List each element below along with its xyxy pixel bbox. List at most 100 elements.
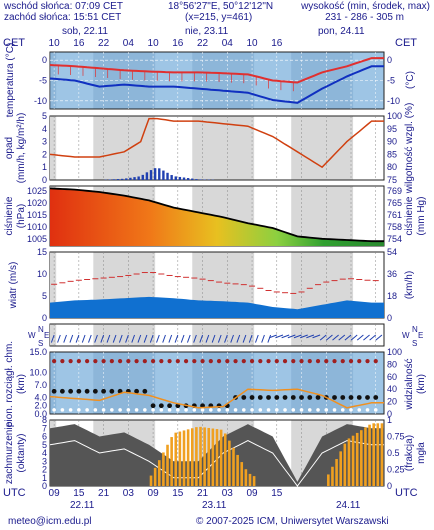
precip-bar [149,170,153,180]
cloud-base-dot [340,395,346,400]
fog-bar [170,437,173,486]
wind-left-tick-label: 5 [42,291,47,301]
cloud-top-dot [225,358,230,364]
fog-bar [240,462,244,486]
cloud-top-dot [175,358,180,364]
humidity-right-tick-label: 100 [387,111,402,121]
wind-dir-label-n: N [38,325,44,334]
wind-right-tick-label: 54 [387,247,397,257]
bottom-hour-label: 03 [123,488,135,499]
wind-ylabel: wiatr (m/s) [8,262,19,310]
cloud-cover-left-tick-label: 3 [42,456,47,466]
cloud-low-dot [291,408,296,412]
cloud-top-dot [373,358,378,364]
pressure-left-tick-label: 1015 [27,210,47,220]
cloud-base-dot [290,395,296,400]
wind-direction-arrow [217,334,222,343]
wind-direction-arrow [125,334,129,343]
wind-direction-arrow [236,334,241,343]
cloud-cover-left-tick-label: 7 [42,423,47,433]
temperature-min-line [49,65,384,104]
precip-bar [120,178,124,180]
precip-ylabel-line1: opad [4,137,15,159]
cloud-base-dot [332,395,337,400]
cloud-low-dot [192,408,197,412]
wind-direction-arrow [326,334,333,341]
cloud-top-dot [274,358,279,364]
bottom-hour-label: 09 [148,488,160,499]
cloud-height-left-tick-label: 0.0 [34,409,47,419]
cloud-top-dot [134,358,139,364]
cloud-low-dot [258,408,263,412]
fog-bar [149,475,153,486]
grid-point-text: (x=215, y=461) [185,12,253,23]
temperature-right-tick-label: -5 [387,76,395,86]
wind-direction-arrow [275,334,284,339]
cloud-low-dot [266,408,271,412]
wind-dir-label-s-right: S [412,339,417,348]
bottom-tz-left: UTC [3,487,26,499]
cloud-top-dot [76,358,81,364]
fog-bar [153,467,157,486]
cloud-top-dot [93,358,98,364]
cloud-base-dot [101,388,107,394]
fog-right-tick-label: 0 [387,481,392,491]
bottom-hour-label: 15 [73,488,85,499]
cloud-low-dot [85,408,89,412]
top-tz-left: CET [3,37,25,49]
cloud-top-dot [192,358,197,364]
cloud-top-dot [282,358,288,364]
cloud-low-dot [134,408,139,412]
cloud-base-dot [282,395,288,400]
precip-bar [191,178,194,180]
fog-bar [215,429,219,486]
wind-dir-label-n-right: N [412,325,418,334]
cloud-height-ylabel-line2: (km) [16,374,27,394]
pressure-right-tick-label: 769 [387,186,402,196]
precip-bar [116,179,120,180]
top-day-label: pon, 24.11 [318,26,365,37]
fog-bar [236,454,239,486]
wind-direction-arrow [162,334,166,343]
coordinates-text: 18°56'27"E, 50°12'12"N [168,1,274,12]
precip-bar [145,172,149,180]
wind-dir-label-e: E [44,331,49,340]
footer-email[interactable]: meteo@icm.edu.pl [8,516,92,527]
fog-bar [364,427,367,486]
pressure-ylabel-line1: ciśnienie [4,196,15,235]
visibility-right-tick-label: 60 [387,372,397,382]
wind-direction-arrow [312,334,321,339]
visibility-right-tick-label: 20 [387,397,397,407]
sunset-text: zachód słońca: 15:51 CET [4,12,122,23]
fog-bar [347,438,351,486]
cloud-top-dot [365,358,370,364]
cloud-low-dot [217,408,221,412]
cloud-top-dot [241,358,246,364]
cloud-low-dot [283,408,287,412]
precip-left-tick-label: 5 [42,111,47,121]
fog-bar [355,432,359,486]
cloud-low-dot [143,408,147,412]
wind-direction-arrow [319,334,327,341]
elevation-label: wysokość (min, środek, max) [301,1,430,12]
fog-bar [207,427,211,486]
cloud-base-dot [84,388,90,394]
wind-direction-arrow [63,334,67,343]
wind-direction-arrow [75,334,80,343]
cloud-height-ylabel-line1: pion. rozciągł. chm. [4,341,15,427]
wind-direction-arrow [293,334,302,339]
precip-bar [158,168,161,180]
precip-left-tick-label: 1 [42,162,47,172]
cloud-low-dot [250,408,254,412]
precip-ylabel-line2: (mm/h, kg/m²/h) [16,113,27,184]
cloud-top-dot [233,358,238,364]
pressure-left-tick-label: 1005 [27,234,47,244]
fog-bar [335,459,338,486]
precip-bar [133,177,136,180]
bottom-date-label: 23.11 [202,500,227,511]
wind-direction-arrow [193,334,197,343]
pressure-left-tick-label: 1025 [27,186,47,196]
precip-bar [137,176,140,180]
fog-bar [186,429,190,486]
